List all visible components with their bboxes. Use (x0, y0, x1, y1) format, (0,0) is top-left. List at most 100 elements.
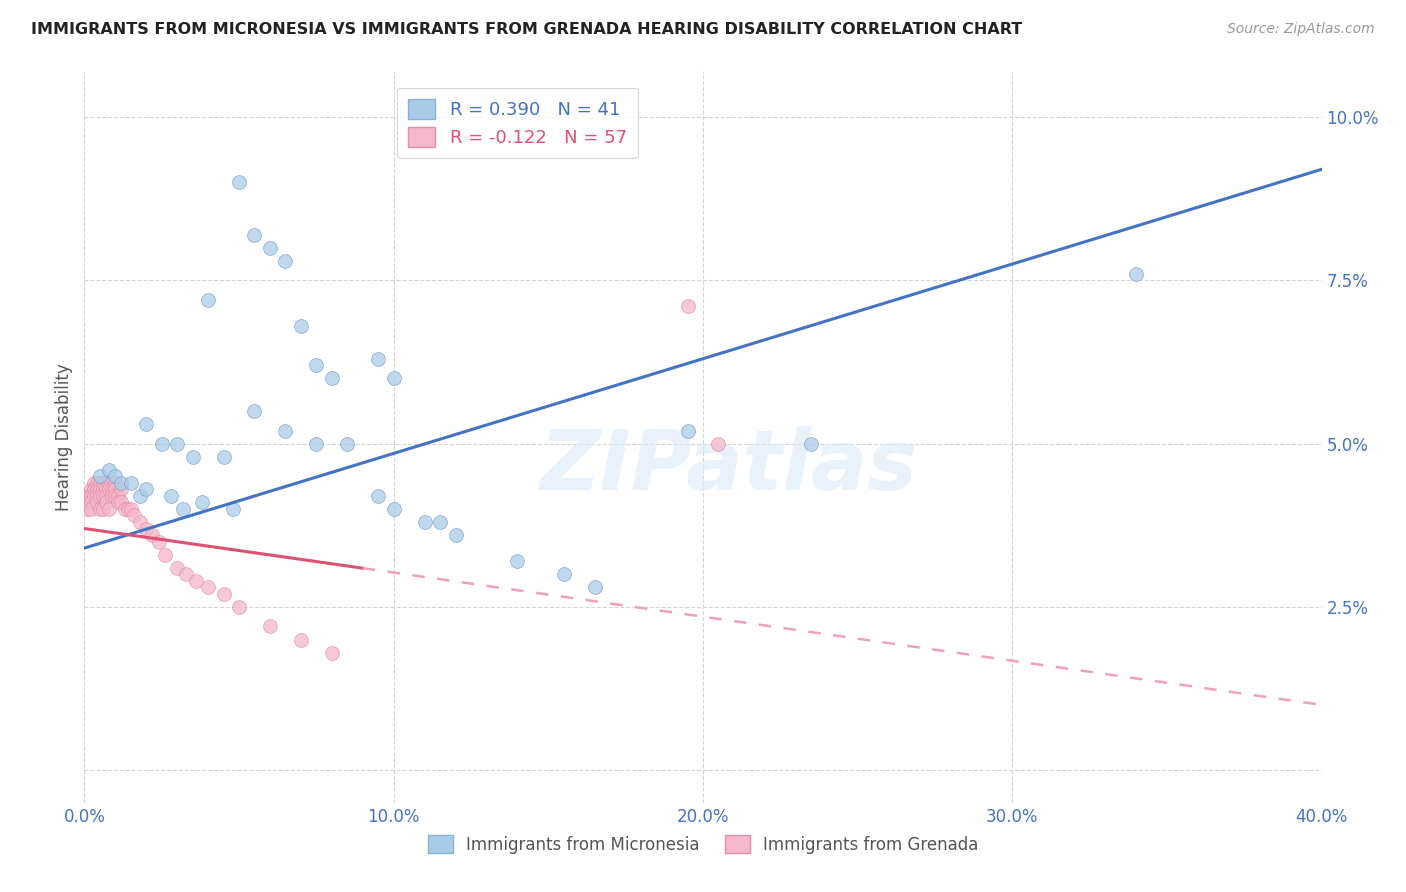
Point (228, 175, 250, 189)
Point (135, 521, 157, 535)
Point (86, 483, 108, 497)
Point (98, 463, 121, 477)
Point (321, 371, 343, 385)
Point (583, 580, 606, 594)
Point (184, 574, 207, 588)
Text: ZIPatlas: ZIPatlas (538, 425, 917, 507)
Point (76, 489, 98, 503)
Point (506, 554, 529, 568)
Point (553, 567, 575, 582)
Point (79, 489, 101, 503)
Point (160, 489, 183, 503)
Legend: Immigrants from Micronesia, Immigrants from Grenada: Immigrants from Micronesia, Immigrants f… (420, 829, 986, 860)
Point (305, 436, 328, 450)
Point (676, 424, 699, 438)
Point (79, 502, 101, 516)
Point (153, 548, 176, 562)
Point (76, 502, 98, 516)
Point (120, 475, 142, 490)
Point (91, 489, 114, 503)
Point (83, 475, 105, 490)
Point (243, 227, 266, 242)
Point (166, 560, 188, 574)
Point (290, 632, 312, 647)
Point (197, 580, 219, 594)
Point (86, 489, 108, 503)
Point (91, 475, 114, 490)
Point (94, 483, 117, 497)
Point (212, 450, 235, 464)
Point (228, 599, 250, 614)
Point (110, 495, 132, 509)
Point (122, 508, 145, 523)
Point (94, 489, 117, 503)
Point (94, 495, 117, 509)
Point (120, 502, 142, 516)
Point (79, 483, 101, 497)
Point (150, 436, 173, 450)
Point (181, 450, 204, 464)
Point (172, 502, 194, 516)
Point (91, 502, 114, 516)
Point (800, 436, 823, 450)
Point (413, 515, 436, 529)
Point (98, 475, 121, 490)
Point (104, 489, 127, 503)
Point (141, 528, 163, 542)
Point (89, 483, 111, 497)
Point (104, 475, 127, 490)
Point (129, 489, 152, 503)
Point (76, 495, 98, 509)
Point (259, 241, 281, 255)
Point (222, 502, 245, 516)
Point (107, 489, 129, 503)
Point (98, 502, 121, 516)
Point (429, 515, 451, 529)
Point (367, 351, 389, 366)
Point (104, 469, 127, 483)
Point (83, 483, 105, 497)
Point (89, 469, 111, 483)
Point (79, 495, 101, 509)
Point (98, 483, 121, 497)
Point (290, 319, 312, 334)
Point (86, 495, 108, 509)
Point (176, 567, 198, 582)
Point (243, 404, 266, 418)
Point (135, 483, 157, 497)
Point (89, 489, 111, 503)
Point (129, 515, 152, 529)
Point (444, 528, 467, 542)
Y-axis label: Hearing Disability: Hearing Disability (55, 363, 73, 511)
Point (367, 489, 389, 503)
Point (321, 646, 343, 660)
Point (91, 483, 114, 497)
Point (336, 436, 359, 450)
Point (212, 587, 235, 601)
Point (83, 489, 105, 503)
Point (1125, 267, 1147, 281)
Point (110, 483, 132, 497)
Point (110, 475, 132, 490)
Point (101, 489, 124, 503)
Point (107, 495, 129, 509)
Point (117, 502, 139, 516)
Point (89, 475, 111, 490)
Point (382, 502, 405, 516)
Text: Source: ZipAtlas.com: Source: ZipAtlas.com (1227, 22, 1375, 37)
Text: IMMIGRANTS FROM MICRONESIA VS IMMIGRANTS FROM GRENADA HEARING DISABILITY CORRELA: IMMIGRANTS FROM MICRONESIA VS IMMIGRANTS… (31, 22, 1022, 37)
Point (191, 495, 214, 509)
Point (382, 371, 405, 385)
Point (166, 436, 188, 450)
Point (676, 300, 699, 314)
Point (114, 502, 136, 516)
Point (197, 293, 219, 307)
Point (101, 483, 124, 497)
Point (305, 358, 328, 372)
Point (104, 483, 127, 497)
Point (89, 502, 111, 516)
Point (86, 475, 108, 490)
Point (148, 534, 170, 549)
Point (135, 417, 157, 431)
Point (259, 619, 281, 633)
